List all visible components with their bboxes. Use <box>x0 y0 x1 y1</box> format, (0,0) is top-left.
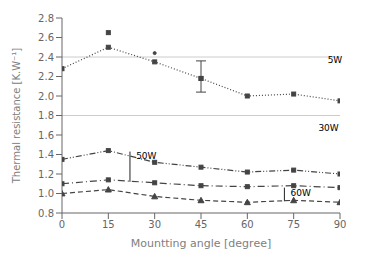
svg-text:1.6: 1.6 <box>38 130 54 141</box>
svg-text:45: 45 <box>195 219 208 230</box>
svg-text:30W: 30W <box>318 123 338 133</box>
svg-text:2.2: 2.2 <box>38 71 54 82</box>
svg-text:60: 60 <box>241 219 254 230</box>
svg-text:Mountting angle [degree]: Mountting angle [degree] <box>131 237 271 250</box>
svg-text:2.8: 2.8 <box>38 13 54 24</box>
svg-text:5W: 5W <box>328 55 343 65</box>
svg-text:0: 0 <box>59 219 65 230</box>
svg-text:2.0: 2.0 <box>38 91 54 102</box>
svg-text:50W: 50W <box>136 151 156 161</box>
svg-text:30: 30 <box>148 219 161 230</box>
svg-text:2.6: 2.6 <box>38 32 54 43</box>
svg-text:15: 15 <box>102 219 115 230</box>
svg-text:0.8: 0.8 <box>38 208 54 219</box>
svg-text:90: 90 <box>334 219 347 230</box>
svg-text:2.4: 2.4 <box>38 52 54 63</box>
svg-text:Thermal resistance [K.W⁻¹]: Thermal resistance [K.W⁻¹] <box>11 48 22 185</box>
svg-text:60W: 60W <box>291 188 311 198</box>
svg-text:1.0: 1.0 <box>38 188 54 199</box>
svg-text:75: 75 <box>287 219 300 230</box>
svg-text:1.2: 1.2 <box>38 169 54 180</box>
svg-text:1.8: 1.8 <box>38 110 54 121</box>
svg-text:1.4: 1.4 <box>38 149 54 160</box>
